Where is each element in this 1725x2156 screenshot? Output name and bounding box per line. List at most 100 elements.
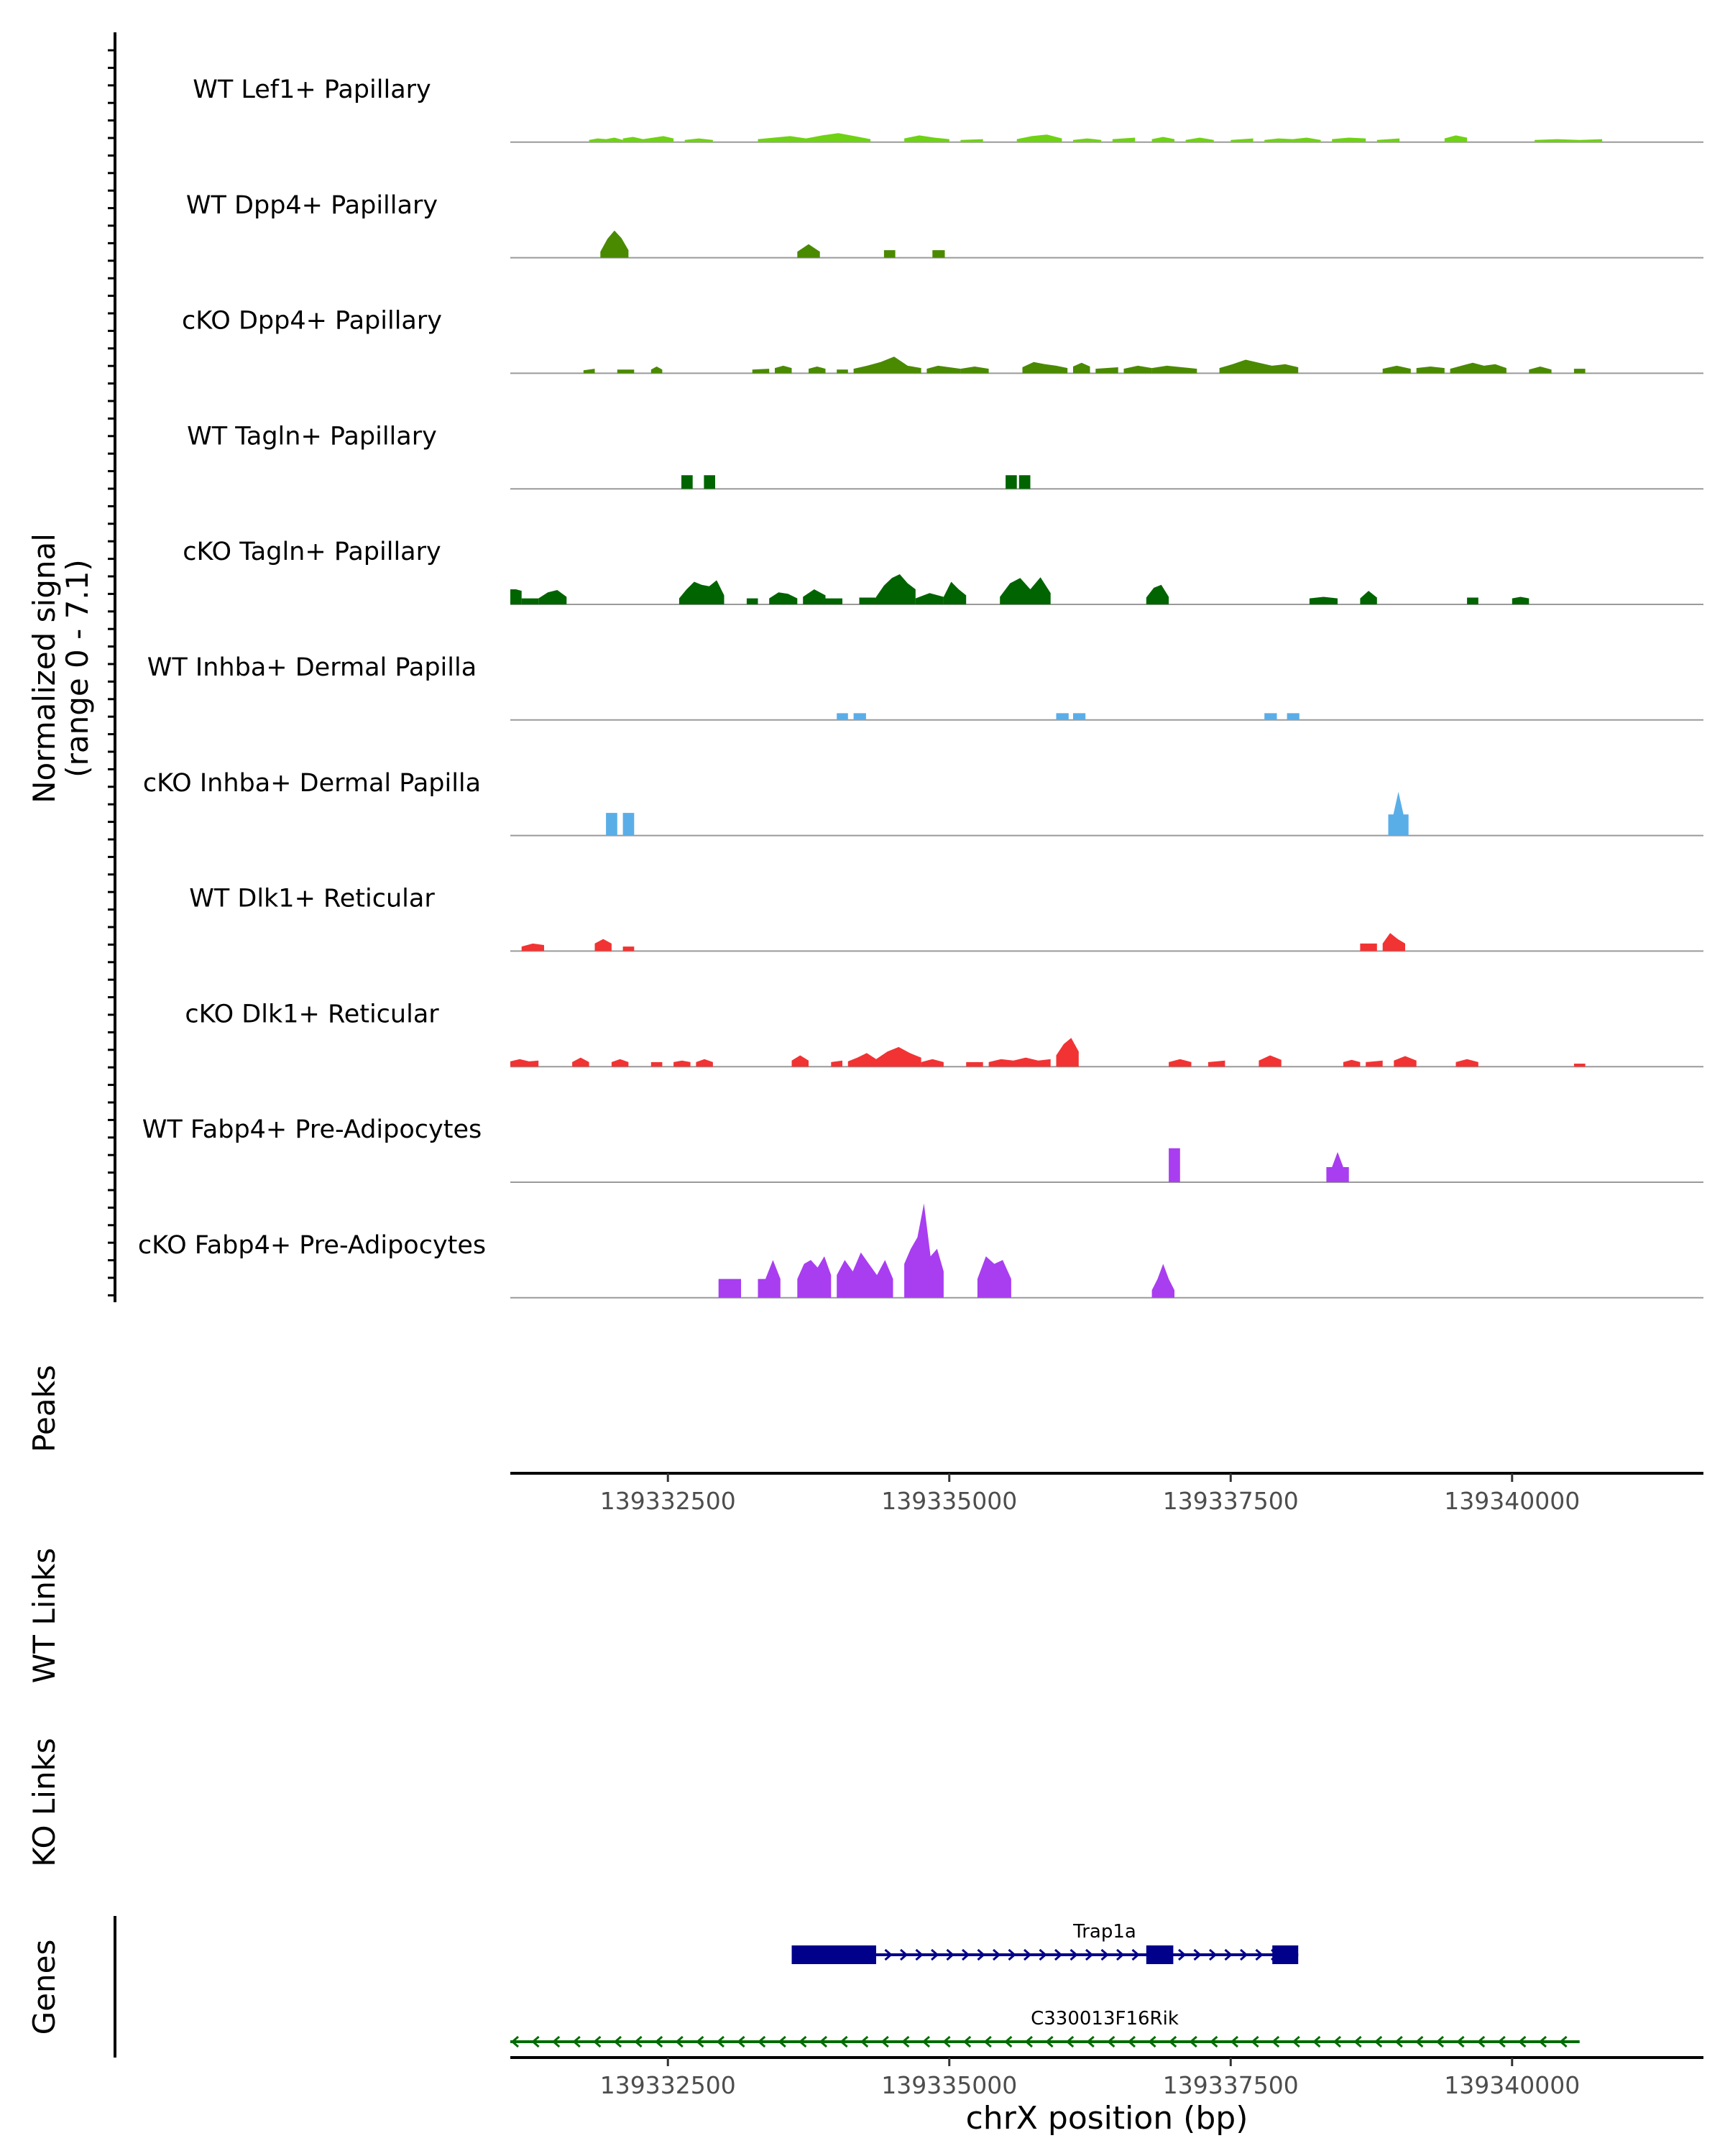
- track: cKO Tagln+ Papillary: [183, 538, 1703, 605]
- exon: [1272, 1945, 1299, 1964]
- strand-arrow: [1054, 1948, 1063, 1961]
- strand-arrow: [716, 2035, 724, 2048]
- signal-peak: [600, 230, 629, 258]
- strand-arrow: [1008, 1948, 1016, 1961]
- signal-peak: [510, 1059, 539, 1067]
- track: WT Lef1+ Papillary: [193, 75, 1703, 143]
- x-tick-label: 139335000: [881, 1487, 1017, 1515]
- track: WT Fabp4+ Pre-Adipocytes: [142, 1115, 1703, 1183]
- track-label: WT Dlk1+ Reticular: [189, 885, 435, 913]
- signal-peak: [1535, 139, 1603, 142]
- signal-peak: [1416, 367, 1445, 374]
- signal-peak: [1073, 138, 1102, 142]
- gene-name: C330013F16Rik: [1031, 2008, 1179, 2030]
- strand-arrow: [1210, 2035, 1218, 2048]
- track-label: WT Tagln+ Papillary: [187, 422, 437, 451]
- strand-arrow: [884, 1948, 893, 1961]
- signal-peak: [1360, 943, 1377, 952]
- strand-arrow: [860, 2035, 869, 2048]
- signal-peak: [1259, 1055, 1282, 1067]
- strand-arrow: [1415, 2035, 1424, 2048]
- strand-arrow: [1292, 2035, 1300, 2048]
- strand-arrow: [799, 2035, 807, 2048]
- track: cKO Dlk1+ Reticular: [185, 1000, 1703, 1068]
- signal-peak: [1169, 1059, 1192, 1067]
- signal-peak: [876, 1046, 921, 1067]
- x-tick-label: 139337500: [1163, 1487, 1299, 1515]
- track: WT Inhba+ Dermal Papilla: [147, 653, 1703, 721]
- signal-peak: [847, 1053, 876, 1067]
- strand-arrow: [1065, 2035, 1075, 2048]
- x-tick-label: 139332500: [600, 2071, 736, 2099]
- track: cKO Inhba+ Dermal Papilla: [143, 769, 1703, 837]
- strand-arrow: [551, 2035, 561, 2048]
- signal-peak: [1573, 1064, 1586, 1067]
- gene-model: Trap1a: [791, 1921, 1299, 1964]
- strand-arrow: [1251, 2035, 1259, 2048]
- strand-arrow: [1312, 2035, 1321, 2048]
- signal-peak: [606, 813, 617, 836]
- coverage-tracks: WT Lef1+ Papillary WT Dpp4+ Papillary cKO …: [138, 75, 1703, 1299]
- strand-arrow: [572, 2035, 581, 2048]
- signal-peak: [1573, 369, 1586, 374]
- signal-peak: [1151, 365, 1197, 374]
- strand-arrow: [942, 2035, 951, 2048]
- signal-peak: [583, 369, 595, 374]
- strand-arrow: [1127, 2035, 1136, 2048]
- strand-arrow: [1230, 2035, 1238, 2048]
- signal-peak: [617, 369, 635, 374]
- strand-arrow: [962, 1948, 970, 1961]
- signal-peak: [678, 580, 724, 604]
- signal-peak: [1123, 365, 1152, 374]
- strand-arrow: [1435, 2035, 1444, 2048]
- strand-arrow: [946, 1948, 954, 1961]
- signal-peak: [1219, 359, 1299, 374]
- signal-peak: [1529, 367, 1552, 374]
- strand-arrow: [1100, 1948, 1109, 1961]
- signal-peak: [1073, 362, 1090, 374]
- strand-arrow: [654, 2035, 663, 2048]
- track-label: WT Dpp4+ Papillary: [186, 191, 438, 220]
- signal-peak: [1343, 1059, 1361, 1067]
- strand-arrow: [921, 2035, 930, 2048]
- signal-peak: [752, 369, 770, 374]
- track: WT Tagln+ Papillary: [187, 422, 1703, 490]
- strand-arrow: [1116, 1948, 1125, 1961]
- strand-arrow: [1456, 2035, 1465, 2048]
- signal-peak: [775, 365, 792, 374]
- signal-peak: [704, 475, 715, 489]
- signal-peak: [1016, 134, 1062, 142]
- signal-peak: [1309, 596, 1338, 604]
- gene-name: Trap1a: [1072, 1921, 1136, 1943]
- strand-arrow: [1518, 2035, 1527, 2048]
- strand-arrow: [1189, 2035, 1197, 2048]
- strand-arrow: [675, 2035, 684, 2048]
- signal-peak: [1376, 138, 1400, 142]
- signal-peak: [746, 598, 758, 604]
- signal-peak: [883, 250, 896, 258]
- strand-arrow: [1374, 2035, 1383, 2048]
- x-tick-label: 139340000: [1444, 1487, 1580, 1515]
- exon: [791, 1945, 876, 1964]
- strand-arrow: [1086, 2035, 1095, 2048]
- track: cKO Dpp4+ Papillary: [182, 307, 1703, 374]
- signal-peak: [904, 135, 949, 142]
- signal-peak: [1264, 713, 1277, 720]
- signal-peak: [853, 713, 866, 720]
- track-label: WT Fabp4+ Pre-Adipocytes: [142, 1115, 482, 1144]
- strand-arrow: [1224, 1948, 1233, 1961]
- track-label: WT Lef1+ Papillary: [193, 75, 431, 104]
- strand-arrow: [531, 2035, 540, 2048]
- ko-links-label: KO Links: [27, 1738, 62, 1867]
- signal-peak: [803, 589, 826, 604]
- strand-arrow: [901, 2035, 910, 2048]
- signal-peak: [758, 133, 871, 142]
- signal-peak: [572, 1057, 589, 1067]
- track-label: cKO Inhba+ Dermal Papilla: [143, 769, 481, 798]
- signal-peak: [1264, 137, 1321, 142]
- strand-arrow: [993, 1948, 1001, 1961]
- strand-arrow: [1004, 2035, 1013, 2048]
- strand-arrow: [1538, 2035, 1547, 2048]
- strand-arrow: [880, 2035, 889, 2048]
- strand-arrow: [1193, 1948, 1202, 1961]
